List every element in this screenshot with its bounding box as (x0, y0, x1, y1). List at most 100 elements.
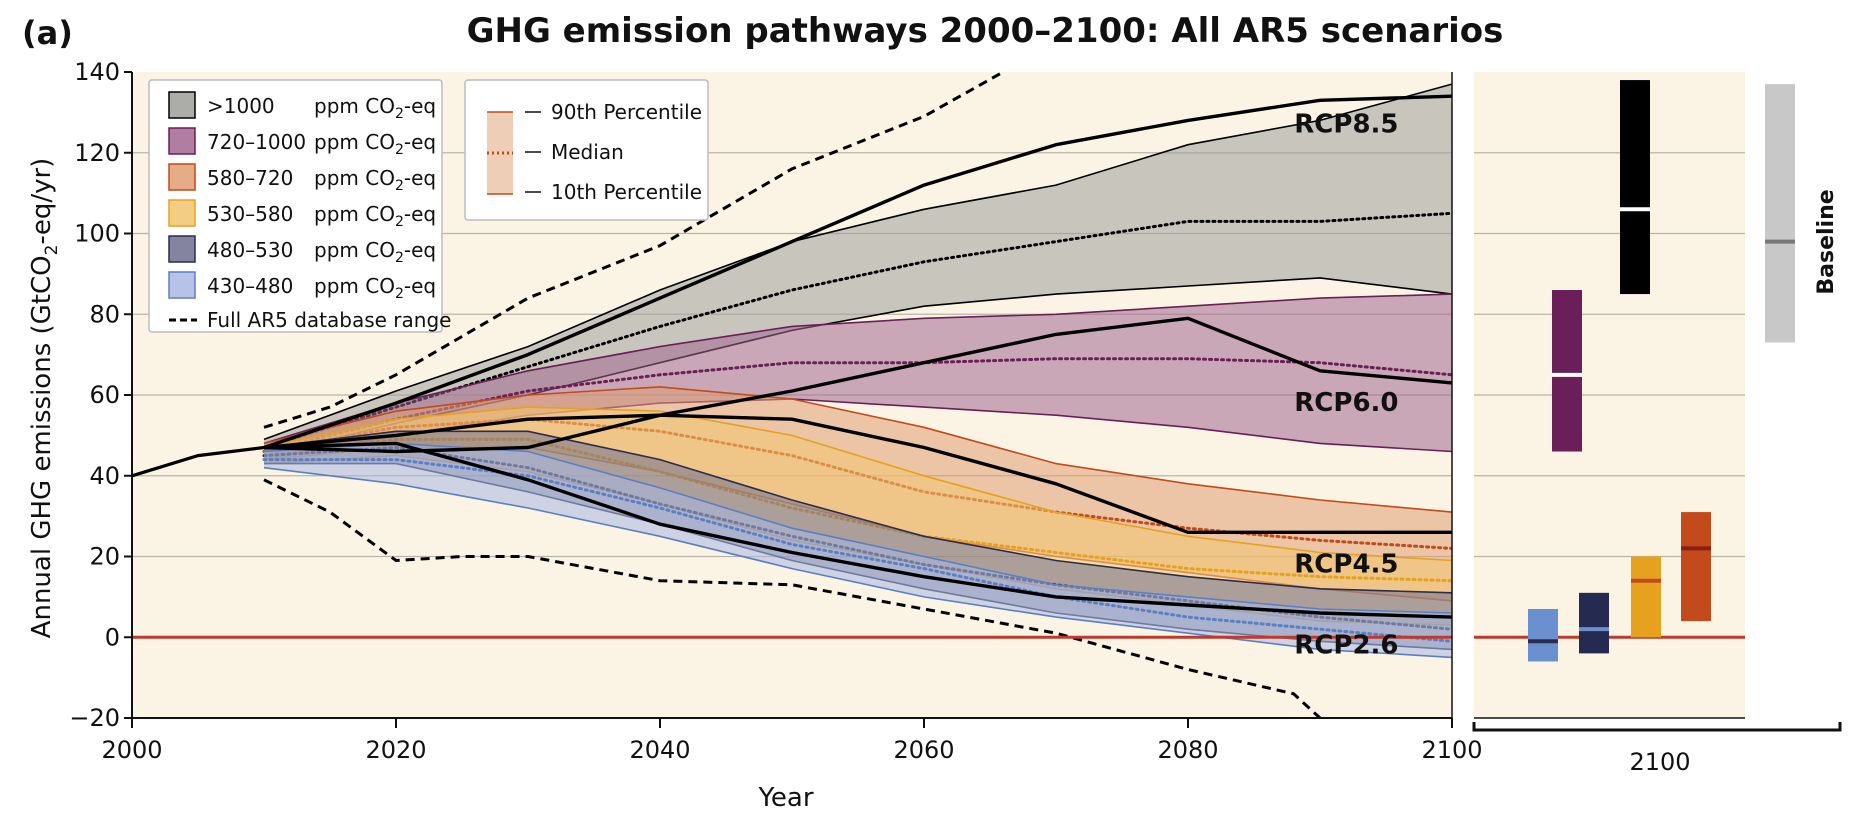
rcp-line-rcp6-0 (263, 316, 1452, 454)
p90-line-530-580 (263, 406, 1452, 562)
legend-unit-suffix: -eq (404, 238, 436, 262)
rcp-label-rcp6-0: RCP6.0 (1294, 388, 1398, 418)
legend-label-580-720: 580–720 (207, 166, 293, 190)
percentile-swatch (487, 112, 513, 194)
y-axis-label-subscript: 2 (42, 245, 62, 256)
p90-line-430-480 (263, 442, 1452, 614)
x-tick-label-2040: 2040 (629, 736, 690, 764)
scenario-bands (132, 72, 1452, 718)
rcp-label-rcp2-6: RCP2.6 (1294, 630, 1398, 660)
rcp-label-rcp4-5: RCP4.5 (1294, 550, 1398, 580)
p10-line-430-480 (263, 466, 1452, 659)
y-axis-label-suffix: -eq/yr) (27, 158, 57, 245)
side-panel: 2100 Baseline (1472, 72, 1842, 776)
y-axis-label: Annual GHG emissions (GtCO2-eq/yr) (27, 158, 62, 639)
legend-box (148, 79, 443, 333)
legend-label-1000: >1000 (207, 94, 275, 118)
legend-unit-subscript: 2 (395, 286, 404, 302)
percentile-label-median: Median (551, 140, 624, 164)
legend-unit-1000: ppm CO2-eq (314, 94, 436, 122)
side-bar-720-1000 (1552, 290, 1582, 452)
legend-unit-text: ppm CO (314, 94, 395, 118)
side-bar-580-720 (1681, 512, 1711, 622)
legend-swatch-1000 (168, 91, 196, 119)
p90-line-580-720 (263, 386, 1452, 513)
rcp-line-rcp8-5 (263, 94, 1452, 450)
percentile-label-90th-percentile: 90th Percentile (551, 100, 702, 124)
legend-label-480-530: 480–530 (207, 238, 293, 262)
legend-unit-480-530: ppm CO2-eq (314, 238, 436, 266)
rcp-line-rcp2-6 (263, 441, 1452, 619)
x-tick-label-2100: 2100 (1421, 736, 1482, 764)
side-bar-480-530 (1579, 592, 1609, 654)
side-bar-1000 (1620, 80, 1650, 295)
y-axis-label-main: Annual GHG emissions (GtCO (27, 255, 57, 638)
legend-unit-suffix: -eq (404, 94, 436, 118)
y-tick-label-140: 140 (74, 58, 120, 86)
side-bar-530-580 (1631, 556, 1661, 638)
y-tick-label-100: 100 (74, 220, 120, 248)
legend-unit-suffix: -eq (404, 202, 436, 226)
chart-title: GHG emission pathways 2000–2100: All AR5… (467, 11, 1504, 51)
band-1000 (264, 84, 1452, 456)
legend-unit-530-580: ppm CO2-eq (314, 202, 436, 230)
legend-swatch-430-480 (168, 271, 196, 299)
legend-label-database-range: Full AR5 database range (207, 308, 451, 332)
side-bracket (1472, 722, 1842, 732)
x-tick-label-2020: 2020 (365, 736, 426, 764)
legend-swatch-480-530 (168, 235, 196, 263)
baseline-label: Baseline (1814, 189, 1839, 294)
legend-unit-subscript: 2 (395, 142, 404, 158)
legend-unit-suffix: -eq (404, 130, 436, 154)
side-x-label: 2100 (1629, 748, 1690, 776)
panel-label: (a) (22, 14, 73, 52)
side-bar-430-480 (1528, 608, 1558, 662)
legend-unit-subscript: 2 (395, 106, 404, 122)
legend-unit-suffix: -eq (404, 166, 436, 190)
legend-swatch-720-1000 (168, 127, 196, 155)
legend-swatch-530-580 (168, 199, 196, 227)
y-tick-label-0: 0 (105, 623, 120, 651)
legend-swatch-580-720 (168, 163, 196, 191)
legend-unit-580-720: ppm CO2-eq (314, 166, 436, 194)
y-tick-label-120: 120 (74, 139, 120, 167)
x-tick-label-2080: 2080 (1157, 736, 1218, 764)
legend-unit-text: ppm CO (314, 202, 395, 226)
y-tick-label-60: 60 (89, 381, 120, 409)
legend-label-430-480: 430–480 (207, 274, 293, 298)
y-tick-label-20: −20 (69, 704, 120, 732)
side-bar-baseline (1765, 84, 1795, 343)
percentile-legend-box (464, 79, 709, 221)
database-range-upper (263, 72, 1004, 429)
main-plot: RCP8.5RCP6.0RCP4.5RCP2.6−200204060801001… (69, 58, 1482, 764)
p90-line-1000 (263, 83, 1452, 441)
history-line (132, 445, 265, 478)
p90-line-480-530 (263, 430, 1452, 594)
y-tick-label-20: 20 (89, 543, 120, 571)
legend-unit-text: ppm CO (314, 238, 395, 262)
x-axis-label: Year (757, 783, 813, 813)
rcp-label-rcp8-5: RCP8.5 (1294, 110, 1398, 140)
legend-unit-720-1000: ppm CO2-eq (314, 130, 436, 158)
legend-unit-suffix: -eq (404, 274, 436, 298)
percentile-label-10th-percentile: 10th Percentile (551, 180, 702, 204)
legend-unit-text: ppm CO (314, 274, 395, 298)
y-tick-label-80: 80 (89, 300, 120, 328)
x-tick-label-2060: 2060 (893, 736, 954, 764)
median-line-430-480 (262, 458, 1452, 643)
legend-label-530-580: 530–580 (207, 202, 293, 226)
y-tick-label-40: 40 (89, 462, 120, 490)
x-tick-label-2000: 2000 (101, 736, 162, 764)
legend-unit-text: ppm CO (314, 166, 395, 190)
p90-line-720-1000 (263, 293, 1452, 445)
rcp-line-rcp4-5 (263, 413, 1452, 534)
legend-label-720-1000: 720–1000 (207, 130, 306, 154)
legend-unit-430-480: ppm CO2-eq (314, 274, 436, 302)
legend-unit-subscript: 2 (395, 178, 404, 194)
legend-unit-subscript: 2 (395, 214, 404, 230)
legend-unit-subscript: 2 (395, 250, 404, 266)
database-range-lower (263, 478, 1322, 718)
legend-unit-text: ppm CO (314, 130, 395, 154)
